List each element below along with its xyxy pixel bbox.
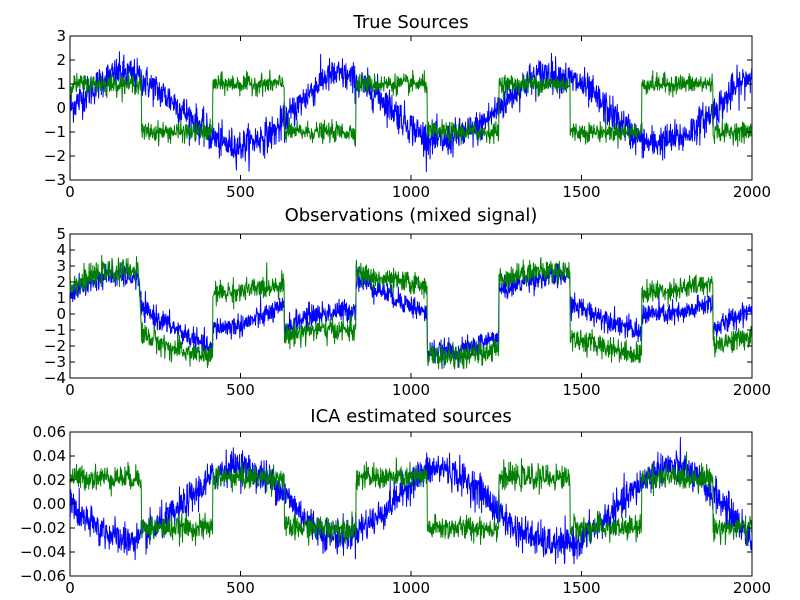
y-tick-label: 4 [56,241,66,259]
x-tick-label: 1500 [562,381,600,399]
x-tick-label: 0 [65,183,75,201]
y-tick-label: 5 [56,225,66,243]
x-tick-label: 0 [65,381,75,399]
subplot-ica-estimated: ICA estimated sources 0 500 1000 1500 2000 −0… [20,406,771,597]
x-tick-label: 1500 [562,579,600,597]
chart-title: True Sources [352,12,468,33]
x-tick-label: 2000 [733,183,771,201]
x-tick-label: 500 [226,579,255,597]
y-tick-label: 0 [56,305,66,323]
y-tick-label: 1 [56,75,66,93]
y-tick-label: −3 [44,171,66,189]
series-line-1 [69,451,753,547]
x-tick-label: 500 [226,183,255,201]
x-tick-label: 500 [226,381,255,399]
chart-title: ICA estimated sources [310,406,511,427]
y-tick-label: −0.04 [20,543,66,561]
axis-ticks: 0 500 1000 1500 2000 −3 −2 −1 0 1 2 3 [44,27,771,201]
x-tick-label: 2000 [733,579,771,597]
axis-ticks: 0 500 1000 1500 2000 −0.06 −0.04 −0.02 0.00 0.02 0… [20,423,771,597]
series-line-1 [69,254,753,370]
series-line-0 [69,436,753,565]
series-layer [69,254,753,370]
series-layer [69,436,753,565]
x-tick-label: 1000 [392,381,430,399]
y-tick-label: −2 [44,337,66,355]
y-tick-label: 2 [56,273,66,291]
x-tick-label: 2000 [733,381,771,399]
y-tick-label: 0.00 [33,495,66,513]
plot-area [69,35,753,181]
y-tick-label: −0.06 [20,567,66,585]
y-tick-label: −4 [44,369,66,387]
y-tick-label: 0 [56,99,66,117]
y-tick-label: 2 [56,51,66,69]
y-tick-label: 3 [56,27,66,45]
y-tick-label: 3 [56,257,66,275]
y-tick-label: 0.02 [33,471,66,489]
chart-title: Observations (mixed signal) [285,205,538,226]
y-tick-label: −1 [44,321,66,339]
y-tick-label: −0.02 [20,519,66,537]
x-tick-label: 1000 [392,579,430,597]
subplot-true-sources: True Sources 0 500 1000 1500 2000 −3 −2 −1 0 1 2 3 [44,12,771,201]
y-tick-label: −1 [44,123,66,141]
series-line-1 [69,69,753,149]
x-tick-label: 0 [65,579,75,597]
y-tick-label: 0.04 [33,447,66,465]
x-tick-label: 1000 [392,183,430,201]
series-layer [69,51,753,173]
y-tick-label: −3 [44,353,66,371]
x-tick-label: 1500 [562,183,600,201]
y-tick-label: 1 [56,289,66,307]
y-tick-label: −2 [44,147,66,165]
subplot-observations: Observations (mixed signal) 0 500 1000 1500… [44,205,771,399]
series-line-0 [69,261,753,370]
y-tick-label: 0.06 [33,423,66,441]
